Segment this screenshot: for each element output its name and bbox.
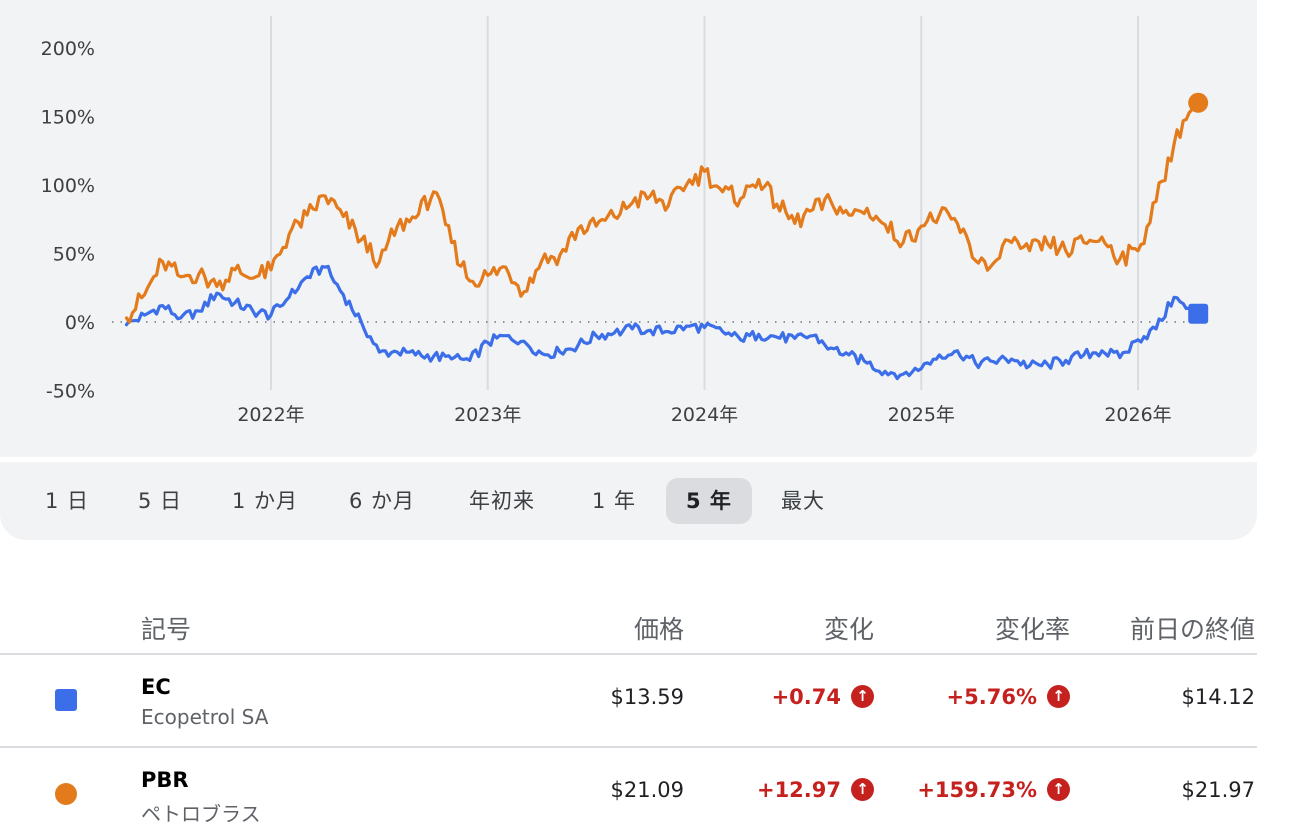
table-header: 記号 価格 変化 変化率 前日の終値 [0, 590, 1257, 655]
header-symbol: 記号 [141, 615, 192, 644]
arrow-up-circle-icon: ↑ [851, 684, 874, 708]
series-line-ec [124, 264, 1200, 381]
table-row-ec[interactable]: EC Ecopetrol SA $13.59 +0.74 ↑ +5.76% ↑ $1… [0, 655, 1257, 748]
header-price: 価格 [633, 615, 684, 644]
change-percent-text: +159.73% [917, 778, 1037, 802]
series-line-pbr [124, 101, 1200, 324]
header-previous-close: 前日の終値 [1129, 615, 1255, 644]
x-tick-label: 2025年 [888, 404, 955, 426]
table-row-pbr[interactable]: PBR ペトロブラス $21.09 +12.97 ↑ +159.73% ↑ $21.… [0, 748, 1257, 839]
ticker-symbol[interactable]: EC [141, 675, 171, 699]
change-text: +0.74 [771, 685, 841, 709]
series-end-marker-ec [1188, 303, 1209, 324]
arrow-up-circle-icon: ↑ [1047, 684, 1070, 708]
x-tick-label: 2024年 [671, 404, 738, 426]
arrow-up-circle-icon: ↑ [851, 777, 874, 801]
header-change: 変化 [823, 615, 874, 644]
pbr-series-marker-icon [55, 783, 77, 805]
previous-close-value: $21.97 [1181, 778, 1255, 802]
comparison-chart[interactable]: 2022年 2023年 2024年 2025年 2026年 200% 150% 100% 50%… [0, 0, 1257, 457]
series-end-marker-pbr [1188, 92, 1209, 113]
price-value: $21.09 [610, 778, 684, 802]
change-text: +12.97 [756, 778, 841, 802]
range-1-year-button[interactable]: 1 年 [592, 489, 637, 513]
x-tick-label: 2026年 [1104, 404, 1171, 426]
price-value: $13.59 [610, 685, 684, 709]
y-tick-label: 200% [41, 38, 95, 60]
comparison-chart-card: 2022年 2023年 2024年 2025年 2026年 200% 150% 100% 50%… [0, 0, 1257, 457]
arrow-up-circle-icon: ↑ [1047, 777, 1070, 801]
company-name: Ecopetrol SA [141, 705, 269, 729]
change-value: +12.97 ↑ [756, 777, 874, 803]
y-tick-label: -50% [46, 381, 95, 403]
x-tick-label: 2022年 [237, 404, 304, 426]
range-6-month-button[interactable]: 6 か月 [349, 489, 416, 513]
ec-series-marker-icon [55, 689, 77, 711]
y-tick-label: 50% [53, 244, 95, 266]
x-tick-label: 2023年 [454, 404, 521, 426]
range-1-day-button[interactable]: 1 日 [45, 489, 90, 513]
y-tick-label: 100% [41, 175, 95, 197]
change-percent-value: +5.76% ↑ [946, 684, 1070, 710]
y-tick-label: 150% [41, 107, 95, 129]
time-range-selector: 1 日 5 日 1 か月 6 か月 年初来 1 年 5 年 最大 [0, 462, 1257, 540]
header-change-percent: 変化率 [994, 615, 1070, 644]
range-1-month-button[interactable]: 1 か月 [232, 489, 299, 513]
comparison-table: 記号 価格 変化 変化率 前日の終値 EC Ecopetrol SA $13.5… [0, 590, 1257, 839]
change-value: +0.74 ↑ [771, 684, 874, 710]
range-5-day-button[interactable]: 5 日 [138, 489, 183, 513]
company-name: ペトロブラス [141, 802, 261, 826]
y-tick-label: 0% [65, 312, 95, 334]
change-percent-value: +159.73% ↑ [917, 777, 1070, 803]
change-percent-text: +5.76% [946, 685, 1037, 709]
ticker-symbol[interactable]: PBR [141, 768, 189, 792]
range-ytd-button[interactable]: 年初来 [469, 489, 535, 513]
range-max-button[interactable]: 最大 [781, 489, 825, 513]
range-5-year-button[interactable]: 5 年 [666, 478, 752, 524]
previous-close-value: $14.12 [1181, 685, 1255, 709]
